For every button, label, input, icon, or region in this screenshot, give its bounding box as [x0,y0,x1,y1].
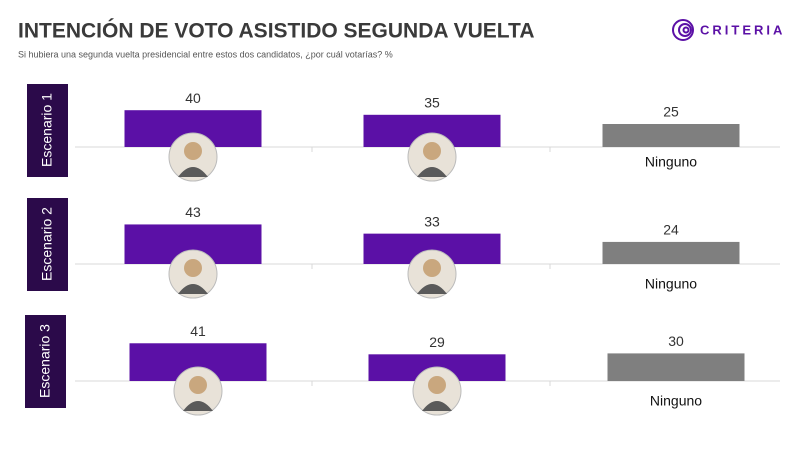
candidate-photo [407,249,457,299]
photo-body [417,284,447,294]
value-label: 30 [668,333,684,349]
value-label: 43 [185,204,201,220]
bar [602,124,740,147]
page-title: INTENCIÓN DE VOTO ASISTIDO SEGUNDA VUELT… [18,19,534,43]
photo-body [417,167,447,177]
candidate-photo [168,132,218,182]
candidate-photo [173,366,223,416]
photo-head [423,142,441,160]
value-label: 35 [424,95,440,111]
value-label: 25 [663,104,679,120]
candidate-photo [168,249,218,299]
scenario-label: Escenario 1 [39,93,55,167]
category-label: Ninguno [645,276,697,292]
photo-head [189,376,207,394]
scenario-tab [27,84,68,177]
photo-head [184,259,202,277]
photo-body [178,167,208,177]
page-subtitle: Si hubiera una segunda vuelta presidenci… [18,49,393,59]
value-label: 29 [429,334,445,350]
photo-head [184,142,202,160]
photo-head [428,376,446,394]
candidate-photo [412,366,462,416]
bar [607,353,745,381]
value-label: 40 [185,90,201,106]
scenario-label: Escenario 2 [39,207,55,281]
photo-body [422,401,452,411]
scenario-label: Escenario 3 [37,324,53,398]
value-label: 33 [424,213,440,229]
value-label: 24 [663,222,679,238]
logo-icon [672,19,694,41]
logo: CRITERIA [700,22,785,37]
scenario-tab [25,315,66,408]
photo-head [423,259,441,277]
category-label: Ninguno [645,154,697,170]
candidate-photo [407,132,457,182]
category-label: Ninguno [650,393,702,409]
value-label: 41 [190,323,206,339]
bar [602,241,740,264]
photo-body [183,401,213,411]
scenario-tab [27,198,68,291]
photo-body [178,284,208,294]
